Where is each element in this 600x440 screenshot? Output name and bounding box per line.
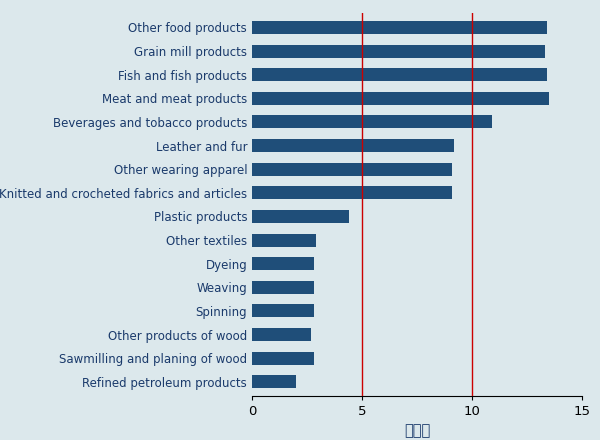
Bar <box>252 328 311 341</box>
Bar <box>252 186 452 199</box>
Bar <box>252 21 547 34</box>
Bar <box>252 257 314 270</box>
Bar <box>252 115 492 128</box>
Bar <box>252 139 454 152</box>
Bar <box>252 44 545 58</box>
Bar <box>252 163 452 176</box>
Bar <box>252 375 296 389</box>
Bar <box>252 234 316 246</box>
Bar <box>252 281 314 294</box>
Bar <box>252 352 314 365</box>
Bar <box>252 92 549 105</box>
Bar <box>252 210 349 223</box>
X-axis label: 関税率: 関税率 <box>404 424 430 439</box>
Bar <box>252 68 547 81</box>
Bar <box>252 304 314 317</box>
